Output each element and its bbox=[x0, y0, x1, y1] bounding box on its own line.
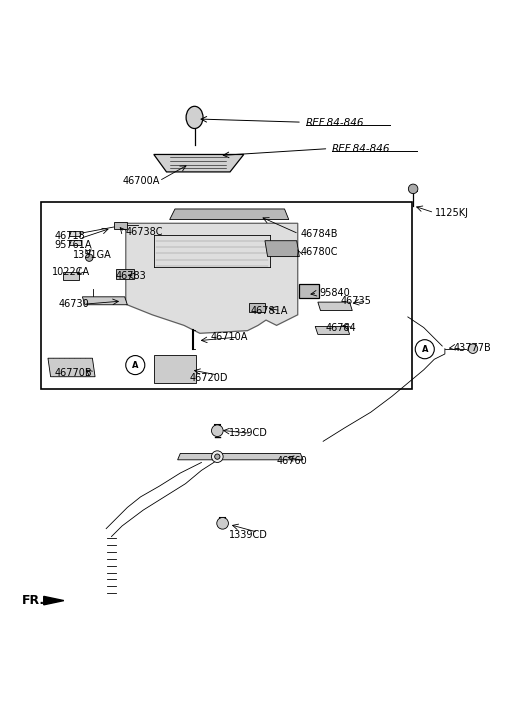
Text: 46784B: 46784B bbox=[301, 229, 338, 239]
Text: 1351GA: 1351GA bbox=[73, 250, 112, 260]
Circle shape bbox=[409, 184, 418, 193]
Polygon shape bbox=[318, 302, 352, 310]
Text: 95840: 95840 bbox=[319, 288, 350, 298]
Polygon shape bbox=[63, 272, 79, 280]
Text: 46784: 46784 bbox=[326, 323, 356, 332]
Bar bbox=[41, 202, 412, 389]
Text: 46700A: 46700A bbox=[123, 176, 160, 186]
Bar bbox=[115, 269, 134, 279]
Text: 46720D: 46720D bbox=[189, 374, 228, 383]
Polygon shape bbox=[44, 596, 64, 605]
Text: 46760: 46760 bbox=[277, 456, 307, 466]
Polygon shape bbox=[170, 209, 289, 220]
Text: 46770B: 46770B bbox=[54, 368, 92, 378]
Text: 46718: 46718 bbox=[54, 231, 85, 241]
Circle shape bbox=[212, 425, 223, 436]
Bar bbox=[154, 355, 196, 383]
Polygon shape bbox=[315, 326, 350, 334]
Polygon shape bbox=[178, 454, 303, 459]
Circle shape bbox=[468, 344, 478, 353]
Polygon shape bbox=[126, 223, 298, 334]
Bar bbox=[249, 303, 265, 312]
Text: 46781A: 46781A bbox=[250, 305, 287, 316]
Circle shape bbox=[212, 451, 223, 462]
Text: 46735: 46735 bbox=[340, 296, 371, 306]
Text: 1125KJ: 1125KJ bbox=[435, 208, 469, 217]
Circle shape bbox=[415, 340, 434, 358]
Circle shape bbox=[126, 356, 145, 374]
Circle shape bbox=[86, 254, 93, 262]
Text: REF.84-846: REF.84-846 bbox=[332, 144, 390, 154]
Polygon shape bbox=[48, 358, 95, 377]
Text: 46710A: 46710A bbox=[211, 332, 248, 342]
Text: A: A bbox=[421, 345, 428, 354]
Text: A: A bbox=[132, 361, 138, 369]
Polygon shape bbox=[265, 241, 300, 257]
Bar bbox=[69, 230, 80, 236]
Text: 1339CD: 1339CD bbox=[229, 428, 268, 438]
Polygon shape bbox=[154, 154, 244, 172]
Bar bbox=[114, 222, 127, 228]
Text: 46738C: 46738C bbox=[126, 228, 163, 237]
Text: REF.84-846: REF.84-846 bbox=[306, 118, 364, 128]
Bar bbox=[300, 284, 319, 298]
Text: 46730: 46730 bbox=[59, 300, 89, 309]
Bar bbox=[69, 240, 81, 245]
Text: 1022CA: 1022CA bbox=[52, 268, 90, 278]
Polygon shape bbox=[82, 297, 127, 305]
Text: 46783: 46783 bbox=[115, 271, 146, 281]
Circle shape bbox=[215, 454, 220, 459]
Text: 1339CD: 1339CD bbox=[229, 531, 268, 540]
Text: 43777B: 43777B bbox=[454, 342, 492, 353]
Text: 46780C: 46780C bbox=[301, 247, 338, 257]
Text: FR.: FR. bbox=[21, 594, 45, 607]
Ellipse shape bbox=[186, 106, 203, 129]
Text: 95761A: 95761A bbox=[54, 241, 92, 251]
Circle shape bbox=[217, 518, 228, 529]
